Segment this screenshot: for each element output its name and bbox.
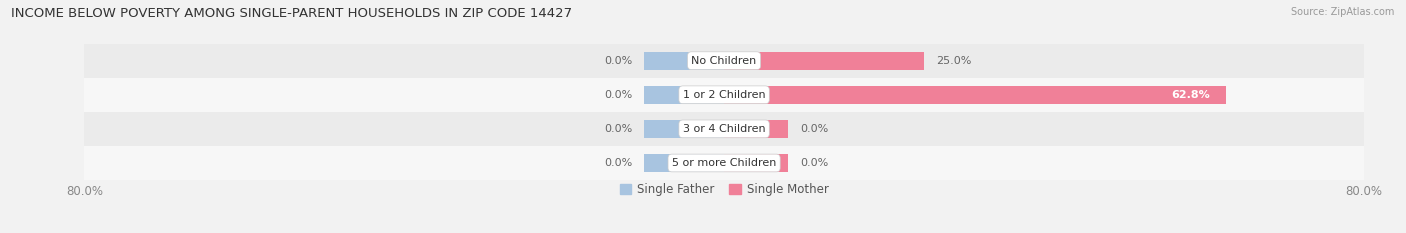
Text: 0.0%: 0.0%: [605, 158, 633, 168]
Bar: [724, 154, 787, 172]
Text: 0.0%: 0.0%: [605, 56, 633, 66]
Text: INCOME BELOW POVERTY AMONG SINGLE-PARENT HOUSEHOLDS IN ZIP CODE 14427: INCOME BELOW POVERTY AMONG SINGLE-PARENT…: [11, 7, 572, 20]
Legend: Single Father, Single Mother: Single Father, Single Mother: [614, 178, 834, 201]
Bar: [724, 120, 787, 138]
Bar: [84, 78, 1364, 112]
Text: 0.0%: 0.0%: [800, 158, 828, 168]
Bar: [84, 44, 1364, 78]
Text: 1 or 2 Children: 1 or 2 Children: [683, 90, 765, 100]
Text: 3 or 4 Children: 3 or 4 Children: [683, 124, 765, 134]
Bar: [644, 52, 724, 70]
Text: 0.0%: 0.0%: [605, 124, 633, 134]
Text: 5 or more Children: 5 or more Children: [672, 158, 776, 168]
Text: 25.0%: 25.0%: [936, 56, 972, 66]
Bar: [644, 154, 724, 172]
Bar: [644, 120, 724, 138]
Text: 0.0%: 0.0%: [605, 90, 633, 100]
Text: 62.8%: 62.8%: [1171, 90, 1211, 100]
Text: 0.0%: 0.0%: [800, 124, 828, 134]
Bar: [724, 86, 1226, 104]
Bar: [644, 86, 724, 104]
Bar: [84, 112, 1364, 146]
Bar: [84, 146, 1364, 180]
Text: No Children: No Children: [692, 56, 756, 66]
Bar: [724, 52, 924, 70]
Text: Source: ZipAtlas.com: Source: ZipAtlas.com: [1291, 7, 1395, 17]
